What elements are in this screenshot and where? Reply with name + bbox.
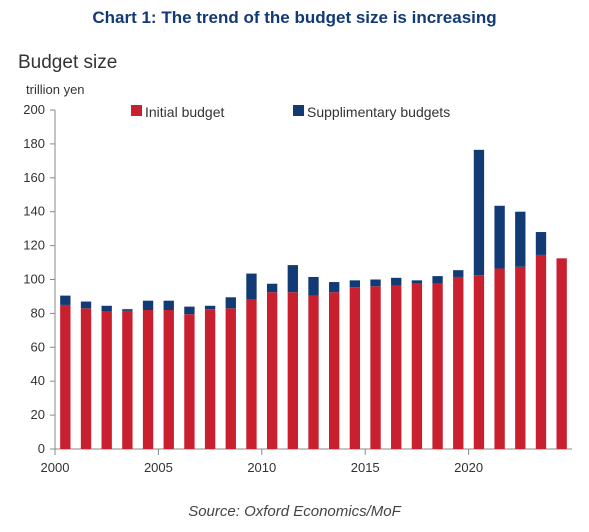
bar-initial-2014	[349, 287, 361, 449]
y-tick-label: 0	[38, 441, 45, 456]
y-tick-label: 160	[23, 170, 45, 185]
bar-initial-2004	[142, 310, 154, 449]
bar-initial-2002	[101, 311, 112, 449]
bar-supplementary-2018	[432, 276, 443, 284]
x-tick-label: 2000	[41, 460, 70, 475]
bar-supplementary-2021	[494, 205, 505, 269]
bar-supplementary-2008	[225, 297, 236, 309]
bar-supplementary-2005	[163, 300, 174, 311]
y-tick-label: 20	[31, 407, 45, 422]
bar-initial-2011	[287, 292, 298, 449]
x-tick-label: 2015	[351, 460, 380, 475]
legend-swatch-initial	[131, 105, 142, 116]
bar-initial-2003	[122, 310, 133, 449]
bar-supplementary-2019	[453, 270, 464, 277]
bar-initial-2016	[391, 285, 402, 449]
bar-initial-2017	[411, 283, 423, 449]
bar-initial-2021	[494, 268, 505, 449]
y-axis-unit: trillion yen	[26, 82, 85, 97]
bar-initial-2001	[80, 308, 92, 449]
bar-initial-2015	[370, 286, 381, 449]
bar-supplementary-2017	[411, 280, 423, 284]
y-tick-label: 40	[31, 373, 45, 388]
bar-supplementary-2020	[473, 149, 485, 276]
x-tick-label: 2020	[454, 460, 483, 475]
x-tick-label: 2005	[144, 460, 173, 475]
chart-subtitle: Budget size	[18, 52, 118, 73]
y-tick-label: 80	[31, 305, 45, 320]
legend-label-supplementary: Supplimentary budgets	[307, 104, 450, 120]
bar-initial-2013	[329, 292, 340, 449]
bar-initial-2024	[556, 258, 567, 449]
bar-supplementary-2006	[184, 306, 195, 315]
x-tick-label: 2010	[247, 460, 276, 475]
y-tick-label: 200	[23, 102, 45, 117]
bar-initial-2008	[225, 308, 236, 449]
bar-supplementary-2010	[266, 283, 278, 293]
bar-supplementary-2003	[122, 309, 133, 311]
bar-initial-2019	[453, 276, 464, 449]
bar-initial-2010	[266, 292, 278, 449]
source-note: Source: Oxford Economics/MoF	[188, 503, 401, 520]
bar-supplementary-2013	[329, 282, 340, 293]
bar-supplementary-2001	[80, 301, 92, 309]
bar-initial-2006	[184, 314, 195, 449]
y-tick-label: 100	[23, 272, 45, 287]
bar-initial-2007	[204, 309, 216, 449]
y-tick-label: 180	[23, 136, 45, 151]
bar-initial-2018	[432, 283, 443, 449]
bar-initial-2005	[163, 310, 174, 449]
y-tick-label: 140	[23, 204, 45, 219]
bar-supplementary-2012	[308, 276, 319, 296]
bar-initial-2009	[246, 298, 257, 449]
bar-initial-2020	[473, 275, 485, 449]
legend-swatch-supplementary	[293, 105, 304, 116]
bar-initial-2022	[515, 266, 526, 449]
y-tick-label: 60	[31, 339, 45, 354]
bar-initial-2023	[535, 254, 547, 449]
bar-supplementary-2015	[370, 279, 381, 287]
chart-title: Chart 1: The trend of the budget size is…	[92, 8, 497, 27]
legend-label-initial: Initial budget	[145, 104, 225, 120]
bar-supplementary-2009	[246, 273, 257, 299]
bar-supplementary-2007	[204, 305, 216, 310]
bar-supplementary-2014	[349, 280, 361, 288]
bar-supplementary-2000	[60, 295, 71, 305]
bar-supplementary-2023	[535, 232, 547, 255]
bar-supplementary-2022	[515, 211, 526, 267]
bar-supplementary-2016	[391, 277, 402, 286]
bar-supplementary-2002	[101, 305, 112, 312]
bar-supplementary-2004	[142, 300, 154, 311]
bar-initial-2012	[308, 295, 319, 449]
bar-supplementary-2011	[287, 265, 298, 293]
bar-initial-2000	[60, 304, 71, 449]
y-tick-label: 120	[23, 238, 45, 253]
legend: Initial budget Supplimentary budgets	[131, 104, 450, 120]
